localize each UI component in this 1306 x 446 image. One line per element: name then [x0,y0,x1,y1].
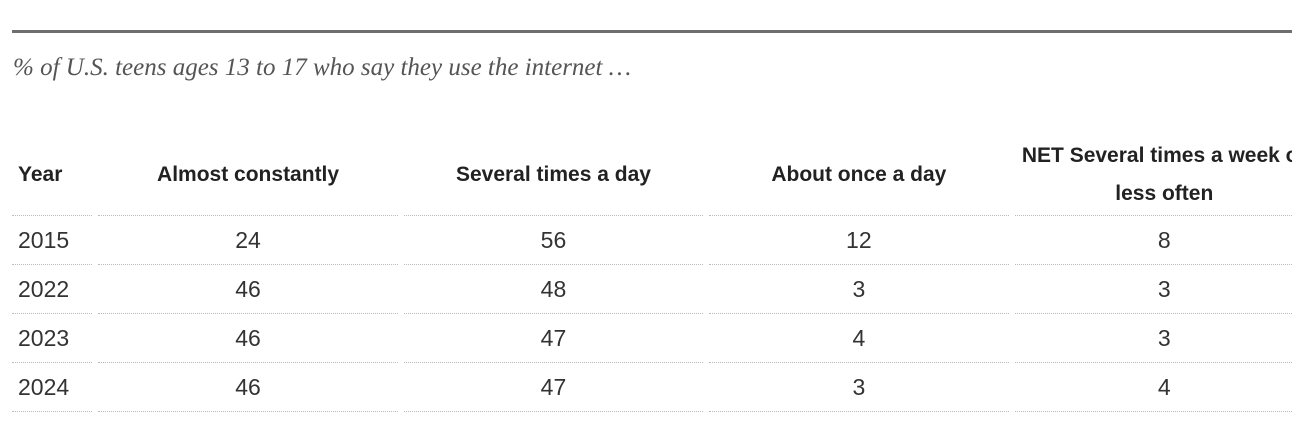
year-cell: 2023 [12,314,93,363]
year-cell: 2015 [12,216,93,265]
data-table: Year Almost constantly Several times a day… [12,134,1292,412]
column-header: NET Several times a week or less often [1014,134,1292,216]
header-row: Year Almost constantly Several times a day… [12,134,1292,216]
column-header: About once a day [709,134,1009,216]
table-body: 2015 24 56 12 8 2022 46 48 3 3 2023 46 47 4 3 2024 46 47 3… [12,216,1292,412]
value-cell: 24 [98,216,398,265]
value-cell: 47 [403,363,704,412]
value-cell: 47 [403,314,704,363]
table-row: 2015 24 56 12 8 [12,216,1292,265]
value-cell: 4 [709,314,1009,363]
subtitle: % of U.S. teens ages 13 to 17 who say th… [13,54,631,81]
value-cell: 46 [98,363,398,412]
year-cell: 2024 [12,363,93,412]
value-cell: 3 [1014,314,1292,363]
column-header: Year [12,134,93,216]
value-cell: 46 [98,265,398,314]
value-cell: 4 [1014,363,1292,412]
value-cell: 3 [709,265,1009,314]
value-cell: 3 [1014,265,1292,314]
year-cell: 2022 [12,265,93,314]
table-container: Year Almost constantly Several times a day… [12,134,1292,412]
value-cell: 3 [709,363,1009,412]
column-header: Several times a day [403,134,704,216]
value-cell: 12 [709,216,1009,265]
value-cell: 56 [403,216,704,265]
table-row: 2022 46 48 3 3 [12,265,1292,314]
value-cell: 46 [98,314,398,363]
table-row: 2024 46 47 3 4 [12,363,1292,412]
table-row: 2023 46 47 4 3 [12,314,1292,363]
value-cell: 48 [403,265,704,314]
top-rule [12,30,1292,33]
column-header: Almost constantly [98,134,398,216]
value-cell: 8 [1014,216,1292,265]
